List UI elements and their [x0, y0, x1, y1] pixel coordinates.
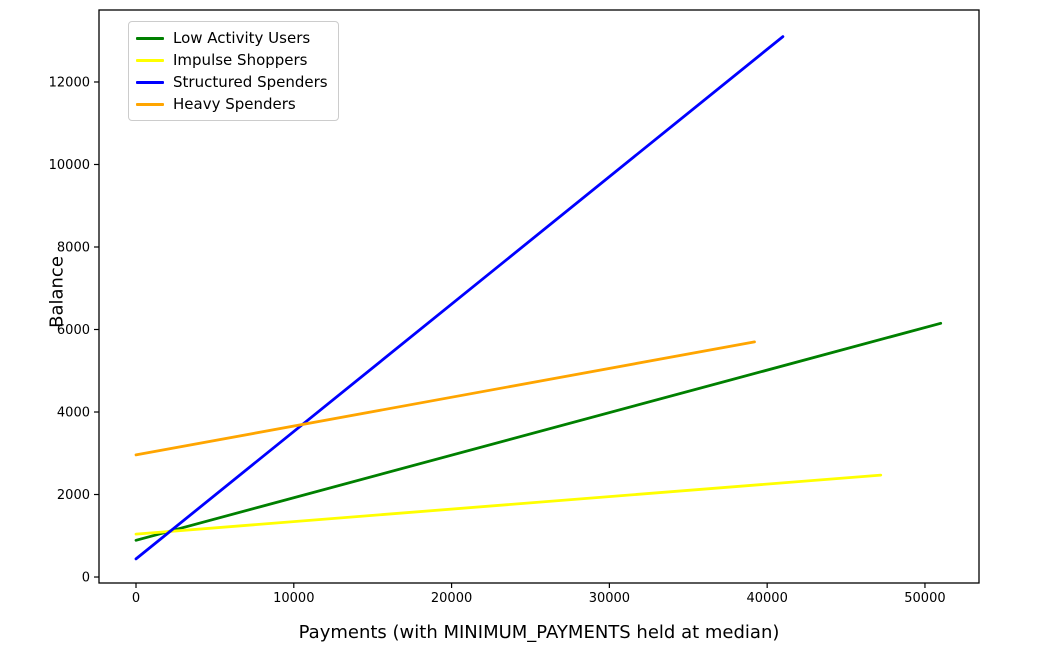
- x-tick-label: 30000: [589, 591, 630, 606]
- x-axis-label: Payments (with MINIMUM_PAYMENTS held at …: [298, 622, 780, 643]
- y-tick-label: 6000: [57, 323, 90, 338]
- y-tick-label: 2000: [57, 488, 90, 503]
- x-tick-label: 20000: [431, 591, 472, 606]
- series-line-heavy-spenders: [134, 340, 756, 457]
- legend-item: Low Activity Users: [136, 27, 328, 49]
- legend-label: Impulse Shoppers: [173, 51, 308, 69]
- y-tick-label: 0: [82, 571, 90, 586]
- x-tick-label: 40000: [746, 591, 787, 606]
- legend-line-swatch: [136, 36, 164, 40]
- x-tick-label: 10000: [273, 591, 314, 606]
- legend-label: Low Activity Users: [173, 29, 311, 47]
- y-tick-label: 10000: [49, 158, 90, 173]
- legend-label: Heavy Spenders: [173, 95, 296, 113]
- x-tick-label: 0: [132, 591, 140, 606]
- legend-label: Structured Spenders: [173, 73, 328, 91]
- x-tick-label: 50000: [904, 591, 945, 606]
- legend: Low Activity Users Impulse Shoppers Struct…: [128, 21, 339, 121]
- y-tick-label: 4000: [57, 406, 90, 421]
- y-axis-label: Balance: [46, 256, 68, 328]
- y-tick-label: 8000: [57, 240, 90, 255]
- series-line-impulse-shoppers: [134, 473, 883, 536]
- legend-item: Structured Spenders: [136, 71, 328, 93]
- legend-line-swatch: [136, 102, 164, 106]
- legend-line-swatch: [136, 80, 164, 84]
- series-line-structured-spenders: [134, 35, 785, 561]
- legend-line-swatch: [136, 58, 164, 62]
- legend-item: Heavy Spenders: [136, 93, 328, 115]
- plot-border: [98, 9, 980, 584]
- legend-item: Impulse Shoppers: [136, 49, 328, 71]
- series-line-low-activity-users: [134, 321, 943, 542]
- y-tick-label: 12000: [49, 75, 90, 90]
